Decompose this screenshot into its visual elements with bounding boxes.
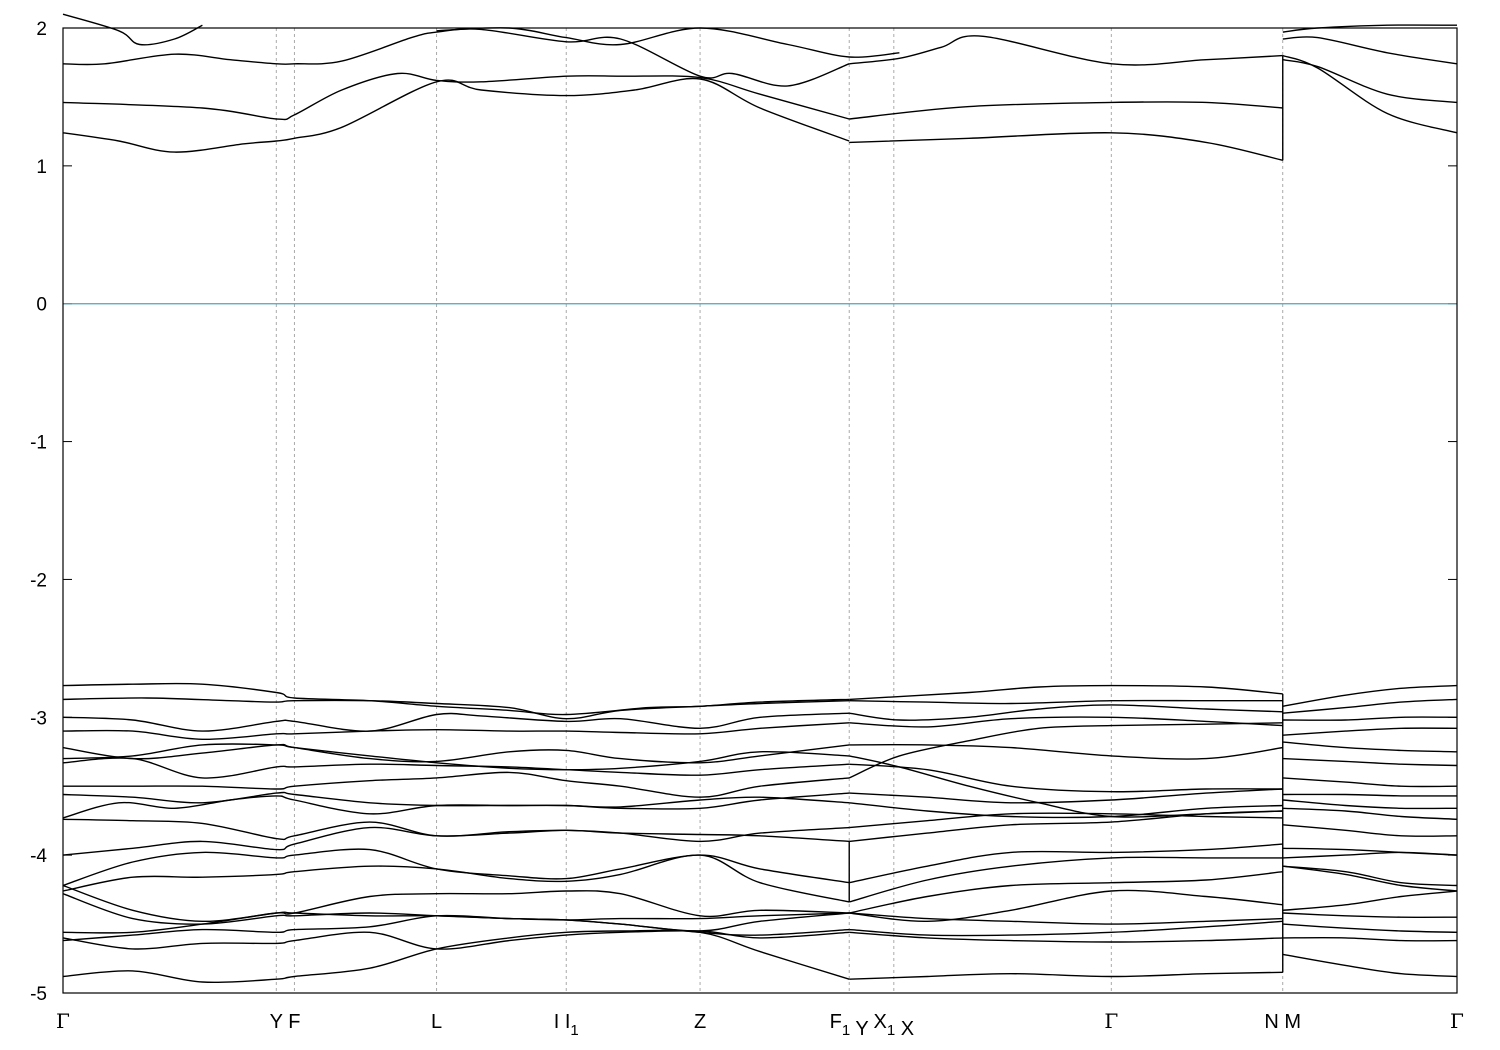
band-line [1282, 923, 1458, 933]
band-line [849, 704, 1283, 721]
band-line [849, 812, 1283, 829]
band-line [849, 684, 1283, 701]
band-line [1282, 824, 1458, 837]
band-line [62, 743, 850, 771]
x-tick-label: N M [1264, 1011, 1301, 1033]
band-line [849, 856, 1283, 903]
x-tick-label: Z [694, 1011, 706, 1033]
y-tick-label: -1 [30, 433, 47, 454]
band-line [1282, 36, 1458, 65]
band-line [1282, 865, 1458, 892]
band-line [1282, 727, 1458, 736]
x-tick-label: F1 Y [830, 1011, 869, 1040]
band-line [62, 854, 850, 903]
y-tick-label: -2 [30, 570, 47, 591]
band-line [849, 810, 1283, 843]
band-line [1282, 757, 1458, 767]
x-tick-label: F [288, 1011, 300, 1033]
band-line [62, 757, 850, 779]
y-tick-label: 2 [36, 19, 47, 40]
y-axis: 2 1 0 -1 -2 -3 -4 -5 [30, 19, 1457, 1005]
x-tick-label: I I1 [554, 1011, 579, 1039]
band-line [1282, 936, 1458, 942]
band-line [849, 843, 1283, 884]
band-line [849, 101, 1283, 120]
plot-frame [62, 27, 1458, 994]
band-lines [62, 13, 1458, 984]
x-tick-label: Y [270, 1011, 283, 1033]
band-line [849, 971, 1283, 980]
band-line [1282, 54, 1458, 134]
y-tick-label: 1 [36, 157, 47, 178]
band-line [1282, 912, 1458, 918]
band-line [849, 920, 1283, 937]
band-line [62, 28, 850, 87]
band-line [1282, 698, 1458, 714]
x-tick-label: Γ [1450, 1009, 1464, 1033]
band-line [62, 884, 850, 923]
y-tick-label: -3 [30, 708, 47, 729]
band-line [849, 132, 1283, 161]
band-line [1282, 953, 1458, 978]
band-line [62, 13, 203, 46]
band-line [1282, 793, 1458, 797]
x-tick-label: Γ [56, 1009, 70, 1033]
band-line [849, 802, 1283, 819]
band-line [1282, 777, 1458, 788]
band-line [62, 743, 850, 764]
band-line [62, 722, 850, 741]
band-line [849, 889, 1283, 923]
band-line [1282, 684, 1458, 707]
band-line [1282, 741, 1458, 753]
band-line [849, 35, 1283, 66]
band-line [1282, 807, 1458, 820]
band-line [1282, 799, 1458, 810]
band-line [1282, 890, 1458, 911]
y-tick-label: 0 [36, 295, 47, 316]
band-line [62, 771, 850, 798]
band-line [62, 818, 850, 843]
band-line [1282, 716, 1458, 721]
band-line [62, 795, 850, 819]
band-line [849, 871, 1283, 914]
band-line [62, 712, 850, 732]
band-line [62, 791, 850, 810]
band-line [849, 743, 1283, 760]
x-tick-label: X1 X [874, 1011, 915, 1040]
x-tick-label: Γ [1104, 1009, 1118, 1033]
band-line [1282, 24, 1458, 33]
band-line [62, 697, 850, 720]
band-line [1282, 865, 1458, 887]
band-line [62, 826, 850, 856]
band-line [849, 763, 1283, 793]
band-line [1282, 851, 1458, 859]
x-tick-label: L [431, 1011, 442, 1033]
y-tick-label: -4 [30, 846, 47, 867]
band-line [849, 912, 1283, 925]
band-line [849, 931, 1283, 943]
band-line [1282, 59, 1458, 104]
band-line [62, 72, 850, 121]
band-line [62, 929, 850, 950]
band-line [62, 77, 850, 153]
kpoint-gridlines [275, 28, 1284, 993]
band-line [849, 716, 1283, 728]
band-line [849, 699, 1283, 705]
band-line [849, 788, 1283, 804]
y-tick-label: -5 [30, 984, 47, 1005]
band-line [848, 722, 1283, 779]
band-line [62, 929, 850, 984]
